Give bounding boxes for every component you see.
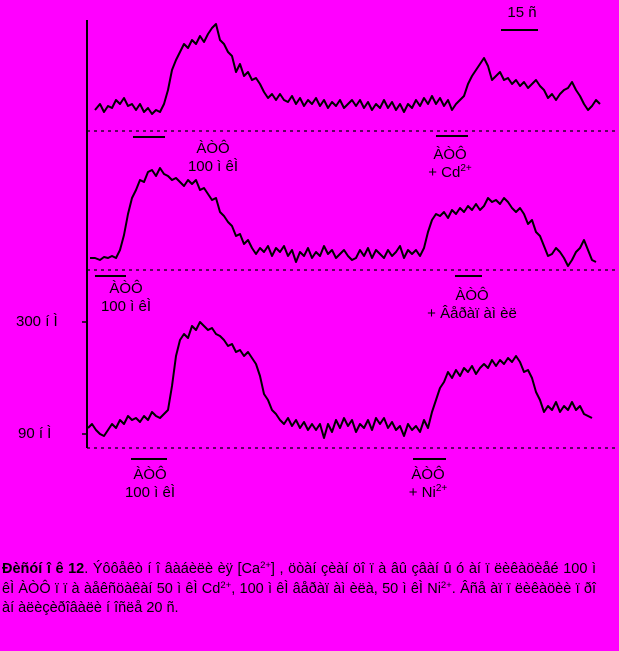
label-top-atp-100: ÀÒÔ 100 ì êÌ — [175, 140, 251, 176]
caption-superscript: 2+ — [440, 579, 452, 591]
label-line: ÀÒÔ — [411, 466, 445, 483]
y-scale-upper-label: 300 í Ì — [16, 313, 58, 330]
label-line: 100 ì êÌ — [187, 158, 239, 175]
label-line: + Cd2+ — [418, 164, 482, 182]
figure-caption: Ðèñóí î ê 12. Ýôôåêò í î âàáèëè èÿ [Ca2+… — [2, 560, 596, 619]
calcium-traces-figure — [82, 20, 619, 460]
label-superscript: 2+ — [435, 483, 448, 494]
label-line: 100 ì êÌ — [100, 298, 152, 315]
caption-text: . Ýôôåêò í î âàáèëè èÿ [Ca — [84, 561, 261, 577]
label-line: + Âåðàï àì èë — [427, 305, 517, 322]
label-line: ÀÒÔ — [433, 146, 467, 163]
label-line: 100 ì êÌ — [124, 484, 176, 501]
time-scale-label: 15 ñ — [507, 4, 537, 21]
label-middle-atp-verapamil: ÀÒÔ + Âåðàï àì èë — [410, 287, 534, 323]
label-line: ÀÒÔ — [133, 466, 167, 483]
caption-text: . Âñå àï ï ëèêàöèè ï ðî àí àëèçèðîâàëè í… — [2, 580, 596, 617]
label-bottom-atp-ni: ÀÒÔ + Ni2+ — [396, 466, 460, 502]
label-line: + Ni2+ — [396, 484, 460, 502]
label-bottom-atp-100: ÀÒÔ 100 ì êÌ — [112, 466, 188, 502]
caption-text: , 100 ì êÌ âåðàï àì èëà, 50 ì êÌ Ni — [231, 580, 441, 597]
label-line: ÀÒÔ — [196, 140, 230, 157]
caption-superscript: 2+ — [220, 579, 232, 591]
label-text: + Cd — [428, 164, 461, 181]
y-scale-lower-label: 90 í Ì — [18, 425, 52, 442]
caption-superscript: 2+ — [260, 560, 271, 571]
label-top-atp-cd: ÀÒÔ + Cd2+ — [418, 146, 482, 182]
caption-text: ] , öòàí çèàí öî ï à âû çâàí û ó àí ï ëè… — [2, 561, 597, 597]
label-middle-atp-100: ÀÒÔ 100 ì êÌ — [88, 280, 164, 316]
label-text: + Ni — [408, 484, 436, 501]
trace-bottom — [87, 321, 593, 439]
trace-middle — [90, 167, 597, 267]
label-line: ÀÒÔ — [109, 280, 143, 297]
caption-figure-number: Ðèñóí î ê 12 — [2, 561, 85, 577]
trace-top — [94, 23, 601, 115]
label-line: ÀÒÔ — [455, 287, 489, 304]
label-superscript: 2+ — [460, 163, 472, 174]
